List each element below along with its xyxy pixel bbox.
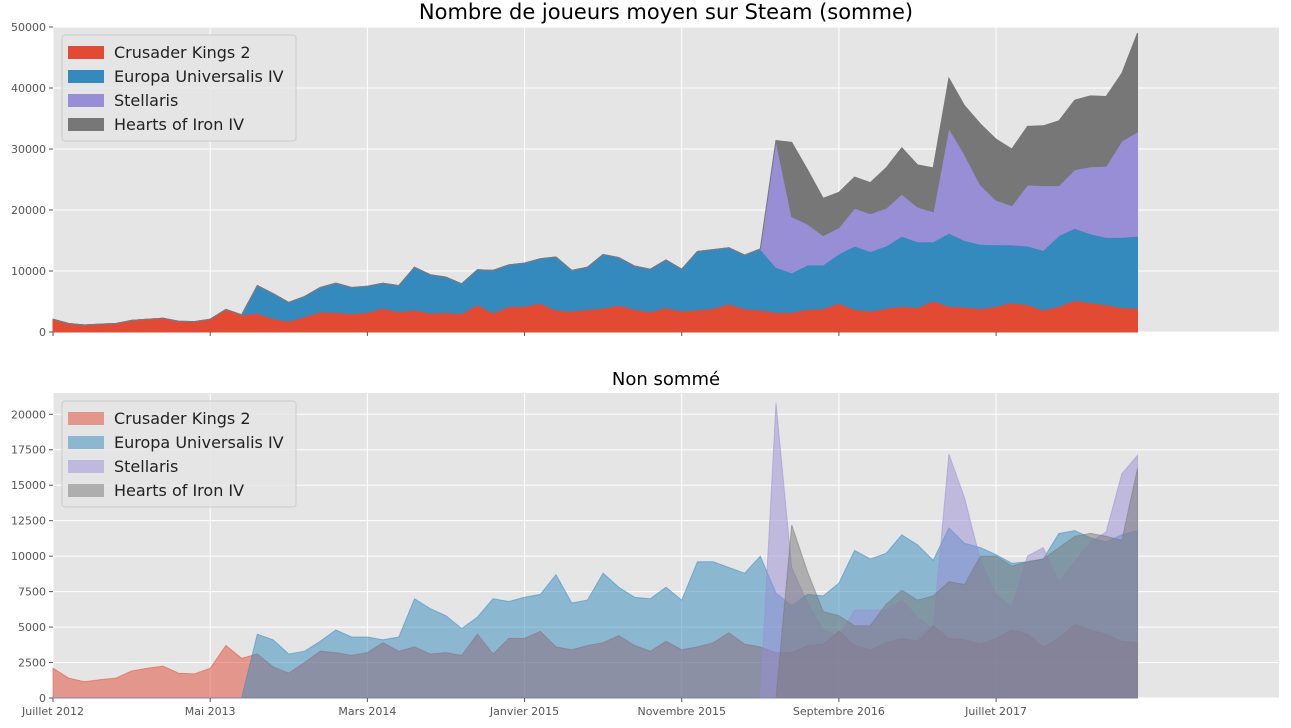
y-tick-label: 50000 [11, 21, 46, 34]
legend-label-stellaris: Stellaris [114, 91, 178, 110]
y-tick-label: 0 [39, 692, 46, 705]
y-tick-label: 10000 [11, 265, 46, 278]
x-tick-label: Novembre 2015 [637, 705, 725, 718]
overlapping-area-chart: 0 2500 5000 7500 10000 12500 15000 17500 20000 Ju… [11, 369, 1279, 718]
legend-label-europa-universalis-iv: Europa Universalis IV [114, 433, 284, 452]
stacked-area-chart: 0 10000 20000 30000 40000 50000 Nombre de jou… [11, 0, 1279, 339]
x-tick-label: Janvier 2015 [489, 705, 559, 718]
y-tick-label: 20000 [11, 408, 46, 421]
y-tick-label: 7500 [18, 586, 46, 599]
areas [52, 402, 1138, 699]
legend-label-hearts-of-iron-iv: Hearts of Iron IV [114, 115, 244, 134]
legend-label-europa-universalis-iv: Europa Universalis IV [114, 67, 284, 86]
legend-box [61, 34, 297, 142]
y-tick-label: 40000 [11, 82, 46, 95]
x-tick-label: Septembre 2016 [793, 705, 885, 718]
legend-swatch-hearts-of-iron-iv [68, 484, 104, 497]
y-tick-label: 12500 [11, 515, 46, 528]
x-tick-label: Juillet 2017 [964, 705, 1027, 718]
y-tick-label: 10000 [11, 550, 46, 563]
y-tick-label: 15000 [11, 479, 46, 492]
legend-swatch-stellaris [68, 94, 104, 107]
y-tick-label: 5000 [18, 621, 46, 634]
chart-title: Non sommé [612, 369, 720, 390]
legend-label-crusader-kings-2: Crusader Kings 2 [114, 43, 251, 62]
x-tick-label: Mars 2014 [338, 705, 396, 718]
y-tick-label: 20000 [11, 204, 46, 217]
x-tick-label: Juillet 2012 [21, 705, 84, 718]
legend-label-stellaris: Stellaris [114, 457, 178, 476]
legend-swatch-crusader-kings-2 [68, 412, 104, 425]
y-tick-label: 2500 [18, 657, 46, 670]
legend-label-crusader-kings-2: Crusader Kings 2 [114, 409, 251, 428]
x-tick-label: Mai 2013 [185, 705, 236, 718]
legend-box [61, 400, 297, 508]
legend-swatch-europa-universalis-iv [68, 436, 104, 449]
legend-swatch-europa-universalis-iv [68, 70, 104, 83]
y-tick-label: 0 [39, 326, 46, 339]
axes: 0 10000 20000 30000 40000 50000 [11, 21, 997, 339]
area-hearts-of-iron-iv [52, 32, 1138, 326]
axes: 0 2500 5000 7500 10000 12500 15000 17500 20000 Ju… [11, 408, 1027, 718]
legend: Crusader Kings 2 Europa Universalis IV Ste… [61, 400, 297, 508]
legend-swatch-stellaris [68, 460, 104, 473]
legend-swatch-crusader-kings-2 [68, 46, 104, 59]
areas [52, 32, 1138, 333]
chart-title: Nombre de joueurs moyen sur Steam (somme… [419, 0, 913, 24]
legend: Crusader Kings 2 Europa Universalis IV Ste… [61, 34, 297, 142]
area-hearts-of-iron-iv [53, 468, 1138, 699]
y-tick-label: 17500 [11, 444, 46, 457]
legend-swatch-hearts-of-iron-iv [68, 118, 104, 131]
legend-label-hearts-of-iron-iv: Hearts of Iron IV [114, 481, 244, 500]
y-tick-label: 30000 [11, 143, 46, 156]
